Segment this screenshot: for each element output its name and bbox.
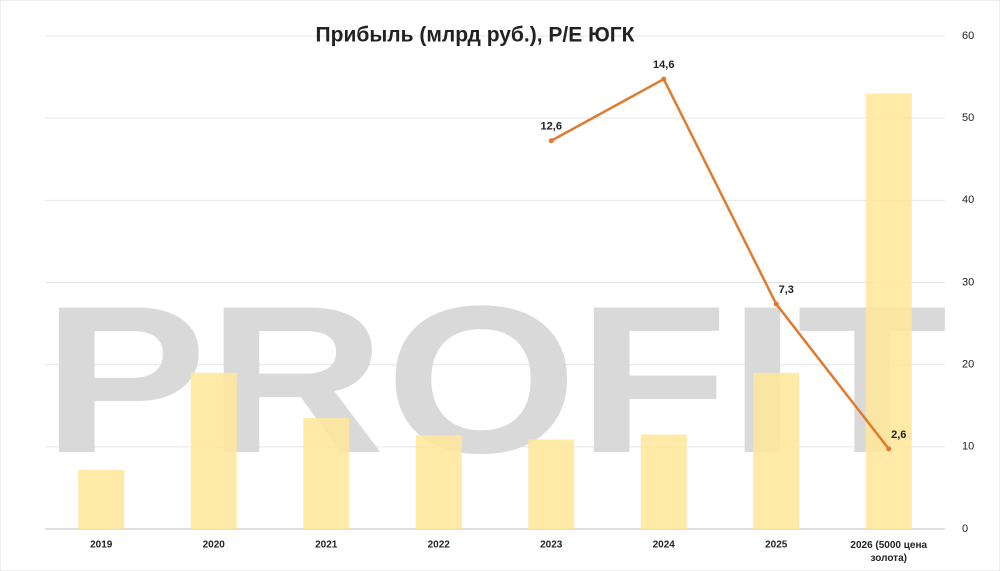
x-tick-label: 2025 — [765, 540, 788, 551]
line — [550, 77, 890, 450]
x-tick-label: 2024 — [653, 540, 676, 551]
x-tick-label: 2022 — [428, 540, 451, 551]
y-tick-label: 0 — [962, 523, 968, 535]
bar — [78, 469, 125, 529]
line-point — [548, 138, 554, 144]
bar — [865, 93, 912, 530]
y-tick-label: 20 — [962, 359, 974, 371]
bar — [753, 372, 800, 529]
y-tick-label: 60 — [962, 30, 974, 42]
y-tick-label: 50 — [962, 112, 974, 124]
x-tick-label: 2019 — [90, 540, 113, 551]
data-label: 14,6 — [653, 59, 674, 71]
x-tick-label-line: золота) — [871, 553, 907, 564]
bar — [303, 418, 350, 529]
x-tick-label: 2021 — [315, 540, 338, 551]
x-tick-label-line: 2026 (5000 цена — [850, 540, 927, 551]
line-point — [661, 76, 667, 82]
line-point — [773, 301, 779, 307]
bar — [640, 434, 687, 529]
bar — [415, 435, 462, 529]
chart-title: Прибыль (млрд руб.), P/E ЮГК — [316, 24, 635, 47]
y-tick-label: 10 — [962, 441, 974, 453]
bar — [528, 439, 575, 529]
x-tick-label: 2026 (5000 цена золота) — [850, 540, 927, 564]
data-label: 12,6 — [541, 121, 562, 133]
bar — [190, 372, 237, 529]
x-tick-label: 2023 — [540, 540, 563, 551]
line-point — [886, 446, 892, 452]
y-tick-label: 40 — [962, 194, 974, 206]
watermark: PROFIT — [43, 262, 948, 497]
data-label: 7,3 — [779, 284, 794, 296]
data-label: 2,6 — [891, 429, 906, 441]
x-tick-label: 2020 — [203, 540, 226, 551]
y-tick-label: 30 — [962, 276, 974, 288]
